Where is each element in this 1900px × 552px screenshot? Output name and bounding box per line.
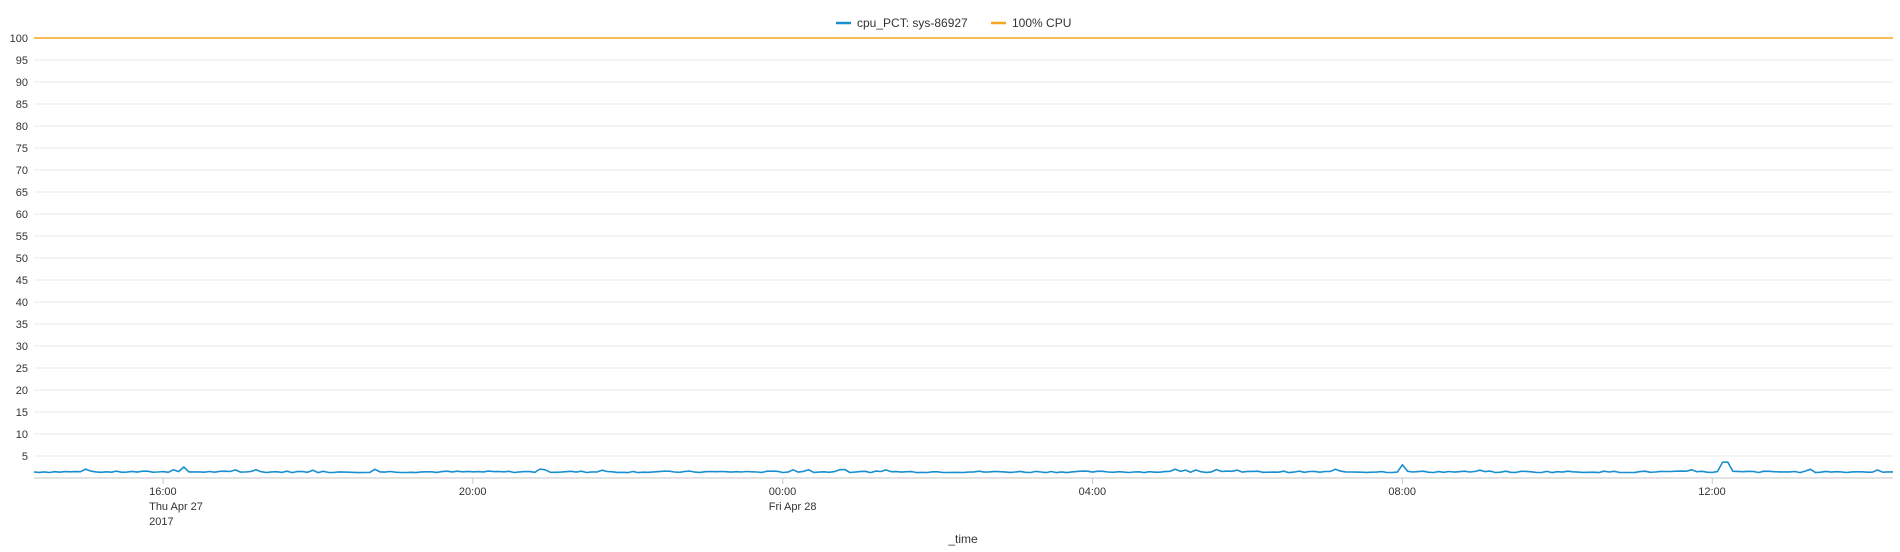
- x-tick-label: 20:00: [459, 486, 487, 498]
- y-tick-label: 80: [16, 121, 28, 133]
- y-tick-label: 90: [16, 77, 28, 89]
- y-tick-label: 65: [16, 187, 28, 199]
- y-tick-label: 40: [16, 297, 28, 309]
- legend-item-100pct[interactable]: 100% CPU: [991, 16, 1071, 30]
- legend-item-cpu[interactable]: cpu_PCT: sys-86927: [836, 16, 968, 30]
- y-tick-label: 5: [22, 451, 28, 463]
- y-tick-label: 15: [16, 407, 28, 419]
- x-tick-label: Thu Apr 27: [149, 501, 203, 513]
- y-tick-label: 30: [16, 341, 28, 353]
- y-tick-label: 75: [16, 143, 28, 155]
- y-tick-label: 95: [16, 55, 28, 67]
- y-tick-label: 60: [16, 209, 28, 221]
- y-tick-label: 45: [16, 275, 28, 287]
- x-axis: 16:00 Thu Apr 27 2017 20:00 00:00 Fri Apr 28 0…: [149, 478, 1726, 528]
- legend-label-cpu: cpu_PCT: sys-86927: [857, 16, 968, 30]
- y-tick-label: 50: [16, 253, 28, 265]
- y-gridlines: [34, 37, 1893, 457]
- x-axis-title: _time: [947, 532, 978, 546]
- y-tick-label: 100: [10, 33, 28, 45]
- y-tick-label: 25: [16, 363, 28, 375]
- y-tick-label: 20: [16, 385, 28, 397]
- y-axis: 5 10 15 20 25 30 35 40 45 50 55 60 65 70 75 80 85 90 95 100: [10, 33, 1893, 479]
- y-tick-label: 55: [16, 231, 28, 243]
- chart-legend: cpu_PCT: sys-86927 100% CPU: [836, 16, 1071, 30]
- plot-area: [33, 37, 1893, 474]
- x-tick-label: 00:00: [769, 486, 797, 498]
- series-line-cpu: [33, 461, 1893, 474]
- x-tick-label: 04:00: [1079, 486, 1107, 498]
- y-tick-label: 10: [16, 429, 28, 441]
- x-tick-label: 16:00: [149, 486, 177, 498]
- y-tick-label: 70: [16, 165, 28, 177]
- x-tick-label: Fri Apr 28: [769, 501, 817, 513]
- y-tick-label: 85: [16, 99, 28, 111]
- legend-label-100pct: 100% CPU: [1012, 16, 1071, 30]
- x-tick-label: 08:00: [1388, 486, 1416, 498]
- x-tick-label: 2017: [149, 516, 173, 528]
- x-tick-label: 12:00: [1698, 486, 1726, 498]
- y-tick-label: 35: [16, 319, 28, 331]
